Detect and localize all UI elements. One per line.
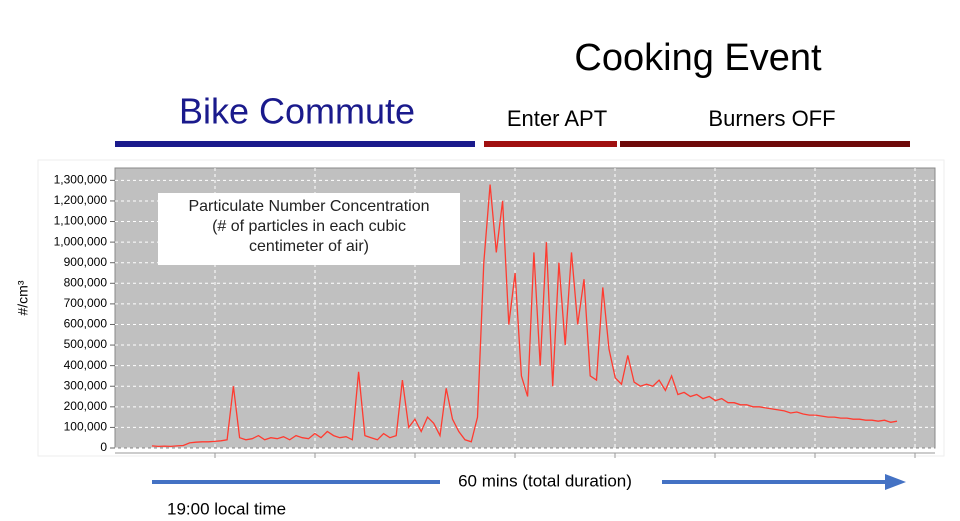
annotation-box — [158, 193, 460, 265]
y-tick-label: 300,000 — [64, 378, 108, 392]
data-line — [151, 184, 898, 448]
phase-label: Bike Commute — [179, 91, 415, 132]
duration-label: 60 mins (total duration) — [458, 471, 632, 490]
annotation: Particulate Number Concentration (# of pa… — [188, 198, 429, 255]
y-tick-label: 600,000 — [64, 317, 108, 331]
phase-bar — [484, 141, 617, 147]
y-tick-label: 500,000 — [64, 337, 108, 351]
y-tick-label: 800,000 — [64, 275, 108, 289]
y-tick-label: 700,000 — [64, 296, 108, 310]
y-axis-label: #/cm³ — [15, 280, 31, 315]
arrow-head — [885, 474, 906, 490]
phase-bar — [620, 141, 910, 147]
y-tick-label: 400,000 — [64, 358, 108, 372]
y-tick-label: 1,300,000 — [54, 173, 108, 187]
y-tick-label: 1,000,000 — [54, 234, 108, 248]
chart-title: Cooking Event — [574, 37, 822, 79]
phase-bar — [115, 141, 475, 147]
y-tick-label: 900,000 — [64, 255, 108, 269]
y-tick-label: 200,000 — [64, 399, 108, 413]
y-tick-label: 1,100,000 — [54, 214, 108, 228]
y-tick-label: 100,000 — [64, 420, 108, 434]
phase-label: Enter APT — [507, 106, 607, 131]
y-tick-label: 1,200,000 — [54, 193, 108, 207]
y-tick-label: 0 — [100, 440, 107, 454]
start-label: 19:00 local time — [167, 499, 286, 518]
phase-label: Burners OFF — [708, 106, 835, 131]
